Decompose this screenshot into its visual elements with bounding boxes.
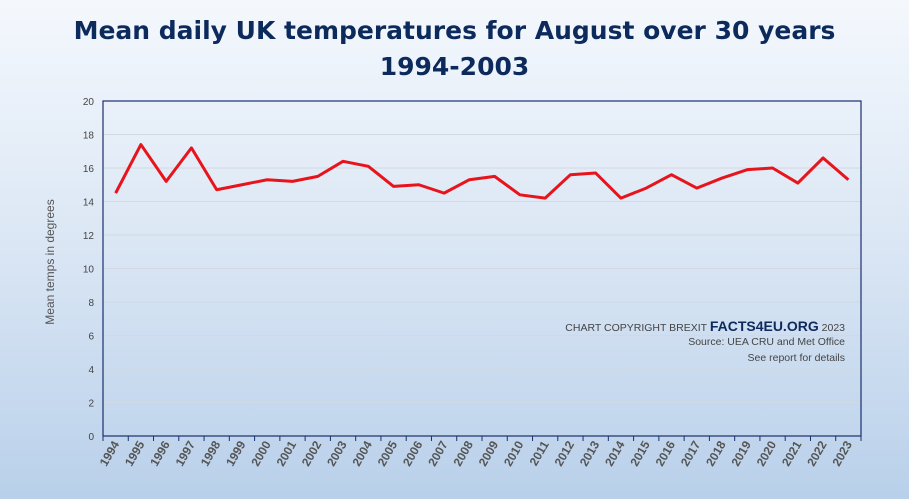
x-tick-label: 2001 xyxy=(274,438,300,468)
y-tick-label: 18 xyxy=(83,131,95,142)
y-tick-label: 20 xyxy=(83,97,95,108)
y-tick-label: 12 xyxy=(83,231,95,242)
x-tick-label: 2021 xyxy=(779,438,805,468)
copyright-prefix: CHART COPYRIGHT BREXIT xyxy=(565,322,707,334)
x-tick-label: 2012 xyxy=(552,438,578,468)
x-tick-label: 2022 xyxy=(804,438,830,468)
y-tick-label: 4 xyxy=(88,365,94,376)
series-line xyxy=(114,143,850,200)
x-tick-label: 2011 xyxy=(527,438,552,468)
x-tick-label: 2020 xyxy=(754,438,780,468)
x-tick-label: 2017 xyxy=(678,438,704,468)
x-tick-label: 1994 xyxy=(97,438,123,468)
x-tick-label: 2006 xyxy=(400,438,426,468)
y-tick-label: 2 xyxy=(88,399,94,410)
copyright-note: CHART COPYRIGHT BREXIT FACTS4EU.ORG 2023 xyxy=(565,318,845,334)
chart-title: Mean daily UK temperatures for August ov… xyxy=(73,16,836,45)
x-tick-label: 2013 xyxy=(577,438,603,468)
x-tick-label: 1996 xyxy=(147,438,173,468)
brand-logo: FACTS4EU.ORG xyxy=(709,318,819,334)
source-note: Source: UEA CRU and Met Office xyxy=(688,336,845,348)
x-tick-label: 2002 xyxy=(299,438,325,468)
x-tick-label: 2003 xyxy=(324,438,350,468)
y-tick-label: 16 xyxy=(83,164,95,175)
x-tick-label: 2019 xyxy=(728,438,754,468)
x-tick-label: 2008 xyxy=(450,438,476,468)
x-tick-label: 2016 xyxy=(653,438,679,468)
details-note: See report for details xyxy=(747,352,845,364)
x-tick-label: 2023 xyxy=(829,438,855,468)
y-tick-label: 10 xyxy=(83,265,95,276)
y-tick-label: 6 xyxy=(88,332,94,343)
x-tick-label: 2004 xyxy=(349,438,375,468)
y-tick-label: 8 xyxy=(88,298,94,309)
x-tick-label: 1998 xyxy=(198,438,224,468)
x-tick-label: 2010 xyxy=(501,438,527,468)
x-tick-label: 1999 xyxy=(223,438,249,468)
x-tick-label: 2000 xyxy=(248,438,274,468)
x-tick-label: 1995 xyxy=(122,438,148,468)
x-tick-label: 2009 xyxy=(476,438,502,468)
x-tick-label: 1997 xyxy=(173,438,199,468)
y-tick-label: 0 xyxy=(88,432,94,443)
x-tick-label: 2015 xyxy=(627,438,653,468)
y-tick-label: 14 xyxy=(83,198,95,209)
x-tick-label: 2014 xyxy=(602,438,628,468)
x-tick-label: 2018 xyxy=(703,438,729,468)
x-tick-label: 2007 xyxy=(425,438,451,468)
y-axis-label: Mean temps in degrees xyxy=(43,199,57,325)
x-tick-label: 2005 xyxy=(375,438,401,468)
chart-subtitle: 1994-2003 xyxy=(379,52,530,81)
copyright-year: 2023 xyxy=(821,322,845,334)
